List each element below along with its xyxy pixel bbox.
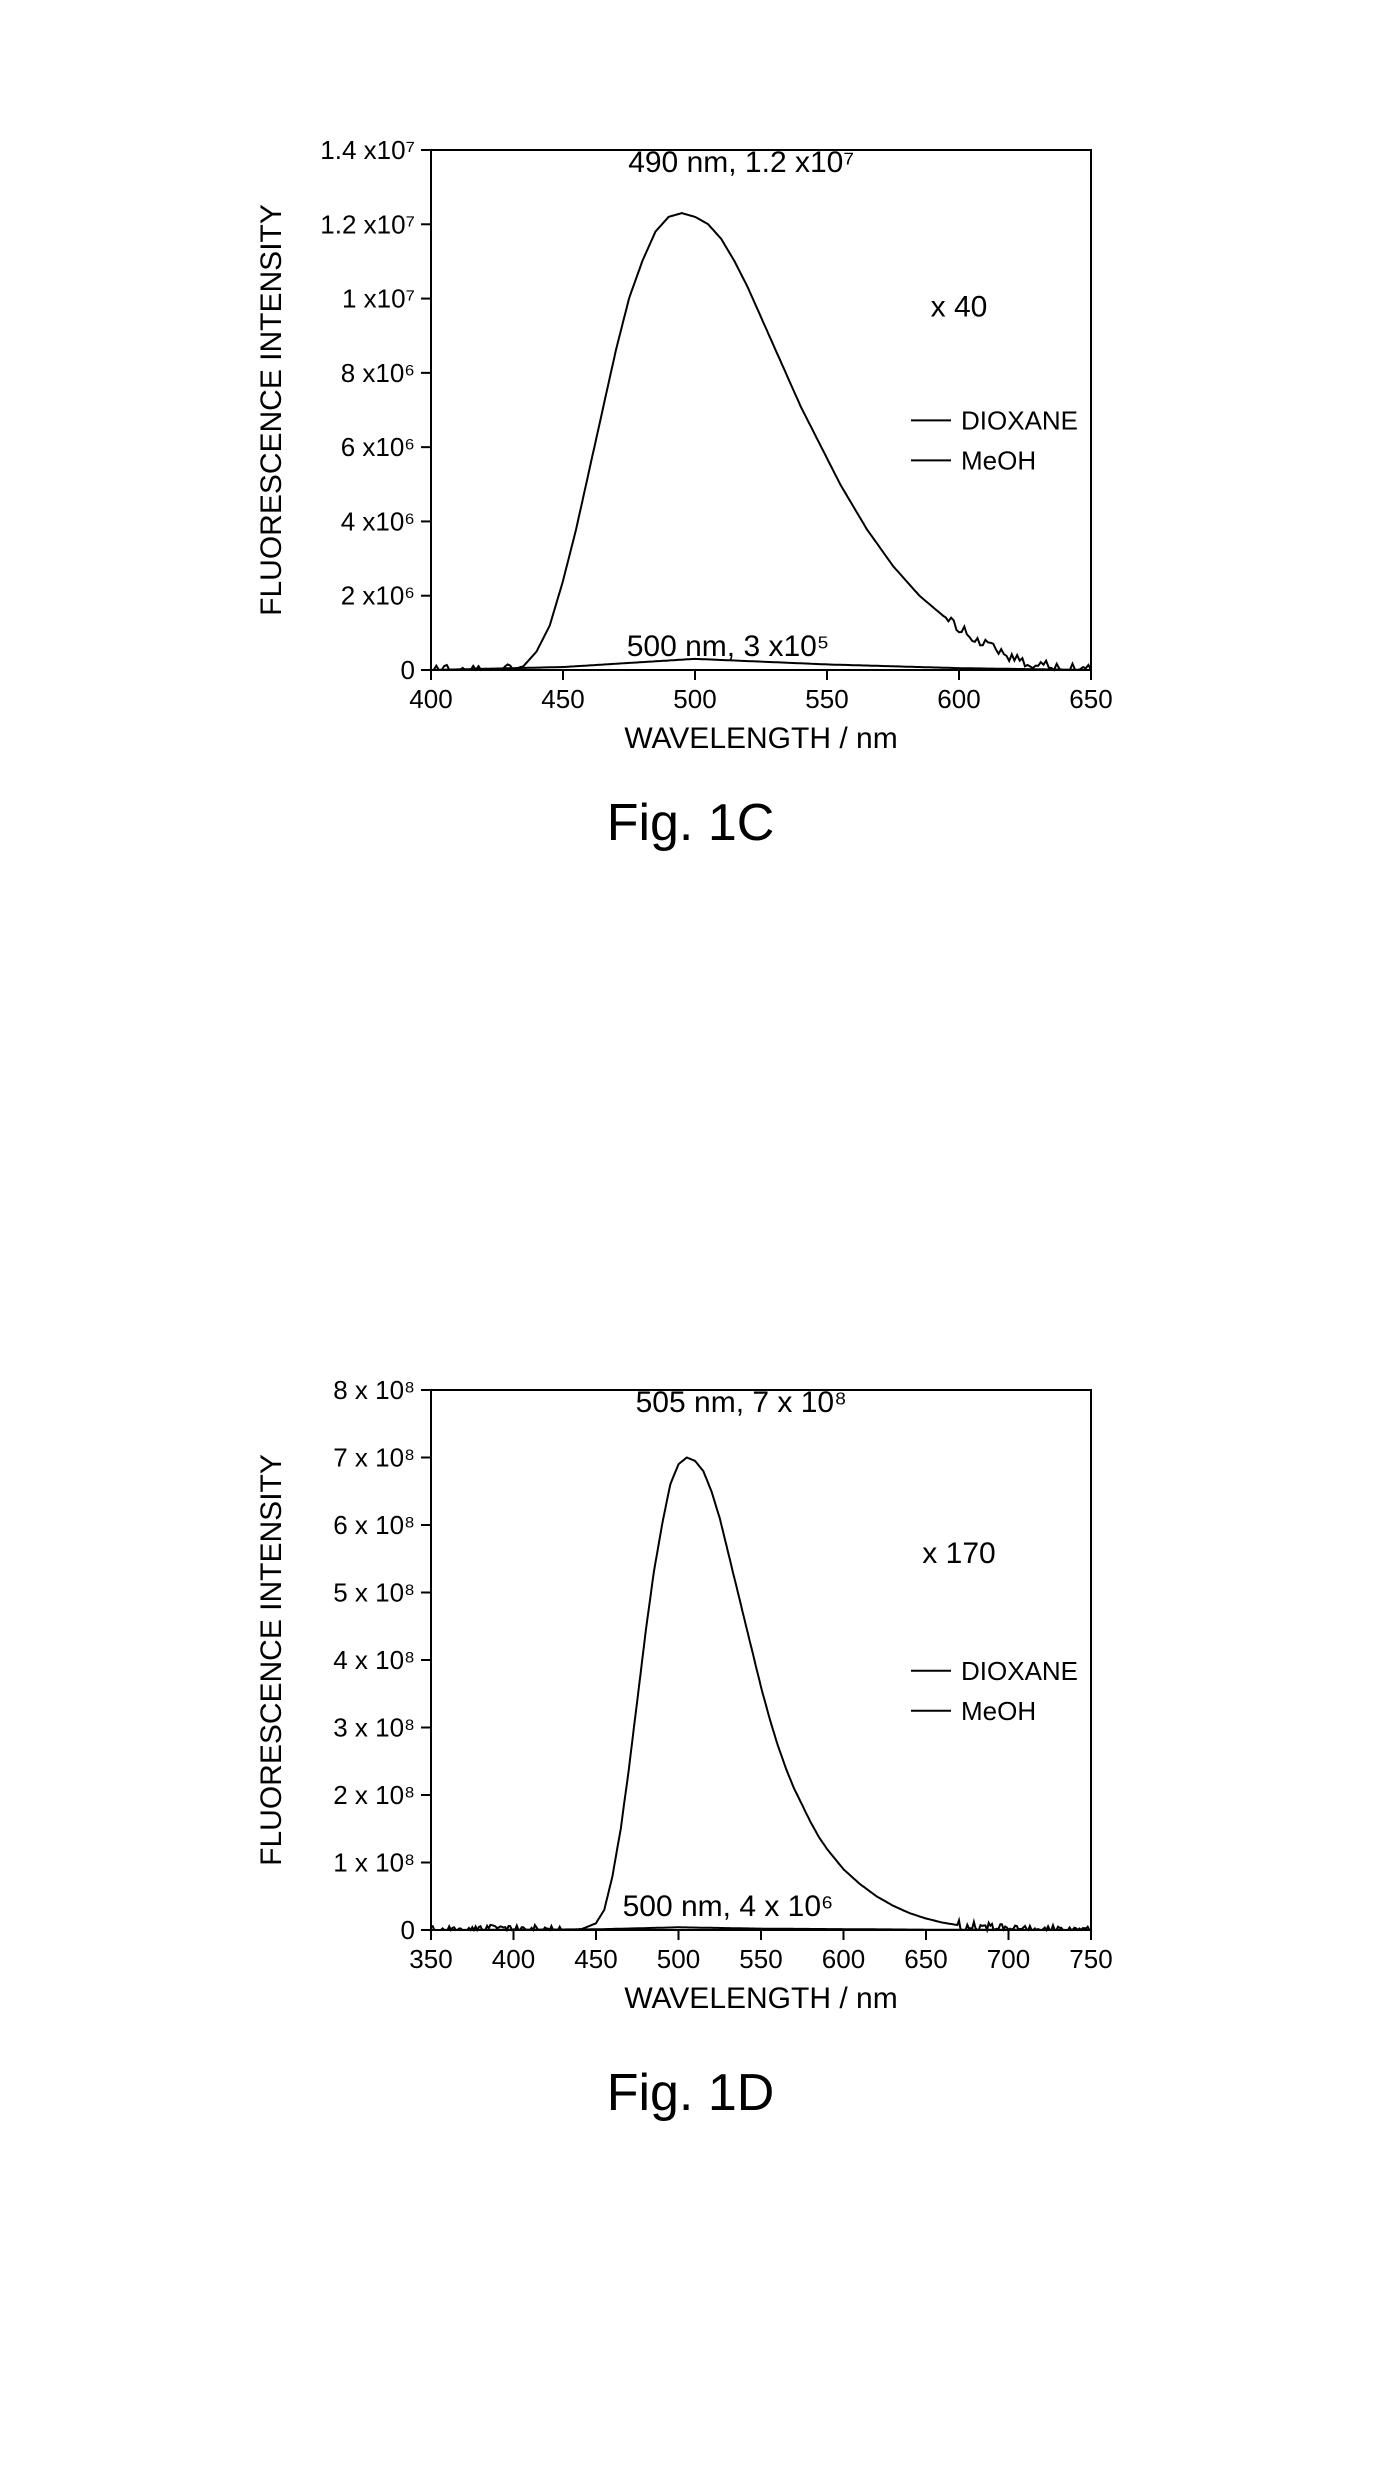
figure-1d-title: Fig. 1D	[241, 2063, 1141, 2123]
svg-text:550: 550	[739, 1944, 782, 1974]
svg-text:550: 550	[805, 684, 848, 714]
svg-text:0: 0	[400, 655, 414, 685]
svg-text:650: 650	[1069, 684, 1112, 714]
svg-text:1 x10⁷: 1 x10⁷	[341, 284, 414, 314]
svg-text:1.2 x10⁷: 1.2 x10⁷	[320, 209, 415, 239]
svg-text:750: 750	[1069, 1944, 1112, 1974]
figure-1d-plot: 350 400 450 500 550 600 650 700 750 0 1 x 10⁸ 2 x 1…	[241, 1350, 1141, 2040]
svg-text:490 nm, 1.2 x10⁷: 490 nm, 1.2 x10⁷	[628, 146, 854, 179]
svg-text:6 x 10⁸: 6 x 10⁸	[333, 1510, 415, 1540]
svg-text:505 nm, 7 x 10⁸: 505 nm, 7 x 10⁸	[635, 1386, 846, 1419]
svg-text:700: 700	[986, 1944, 1029, 1974]
svg-text:500: 500	[656, 1944, 699, 1974]
svg-text:WAVELENGTH / nm: WAVELENGTH / nm	[624, 722, 897, 755]
svg-text:500: 500	[673, 684, 716, 714]
svg-text:350: 350	[409, 1944, 452, 1974]
figure-1c-title: Fig. 1C	[241, 793, 1141, 853]
figure-1c-plot: 400 450 500 550 600 650 0 2 x10⁶ 4 x10⁶ 6 x10⁶ 8 x…	[241, 110, 1141, 770]
page: 400 450 500 550 600 650 0 2 x10⁶ 4 x10⁶ 6 x10⁶ 8 x…	[0, 0, 1381, 2479]
svg-text:3 x 10⁸: 3 x 10⁸	[333, 1713, 415, 1743]
svg-text:MeOH: MeOH	[961, 445, 1036, 475]
svg-text:DIOXANE: DIOXANE	[961, 405, 1078, 435]
svg-text:500 nm, 3 x10⁵: 500 nm, 3 x10⁵	[626, 630, 829, 663]
svg-text:1.4 x10⁷: 1.4 x10⁷	[320, 135, 415, 165]
svg-text:5 x 10⁸: 5 x 10⁸	[333, 1578, 415, 1608]
svg-text:450: 450	[541, 684, 584, 714]
figure-1d: 350 400 450 500 550 600 650 700 750 0 1 x 10⁸ 2 x 1…	[241, 1350, 1141, 2123]
svg-text:500 nm, 4 x 10⁶: 500 nm, 4 x 10⁶	[622, 1890, 833, 1923]
svg-text:FLUORESCENCE INTENSITY: FLUORESCENCE INTENSITY	[255, 1454, 288, 1866]
svg-text:7 x 10⁸: 7 x 10⁸	[333, 1443, 415, 1473]
svg-text:4 x 10⁸: 4 x 10⁸	[333, 1645, 415, 1675]
svg-text:600: 600	[937, 684, 980, 714]
figure-1c: 400 450 500 550 600 650 0 2 x10⁶ 4 x10⁶ 6 x10⁶ 8 x…	[241, 110, 1141, 853]
svg-text:MeOH: MeOH	[961, 1696, 1036, 1726]
svg-text:0: 0	[400, 1915, 414, 1945]
svg-text:x 40: x 40	[930, 290, 987, 323]
svg-text:4 x10⁶: 4 x10⁶	[340, 506, 414, 536]
svg-text:8 x10⁶: 8 x10⁶	[340, 358, 414, 388]
svg-text:600: 600	[821, 1944, 864, 1974]
svg-text:450: 450	[574, 1944, 617, 1974]
svg-text:400: 400	[491, 1944, 534, 1974]
svg-text:x 170: x 170	[922, 1537, 995, 1570]
svg-text:WAVELENGTH / nm: WAVELENGTH / nm	[624, 1982, 897, 2015]
svg-text:FLUORESCENCE INTENSITY: FLUORESCENCE INTENSITY	[255, 204, 288, 616]
svg-text:400: 400	[409, 684, 452, 714]
svg-text:2 x 10⁸: 2 x 10⁸	[333, 1780, 415, 1810]
svg-text:DIOXANE: DIOXANE	[961, 1656, 1078, 1686]
svg-text:1 x 10⁸: 1 x 10⁸	[333, 1848, 415, 1878]
svg-text:650: 650	[904, 1944, 947, 1974]
svg-text:8 x 10⁸: 8 x 10⁸	[333, 1375, 415, 1405]
svg-text:2 x10⁶: 2 x10⁶	[340, 581, 414, 611]
svg-text:6 x10⁶: 6 x10⁶	[340, 432, 414, 462]
